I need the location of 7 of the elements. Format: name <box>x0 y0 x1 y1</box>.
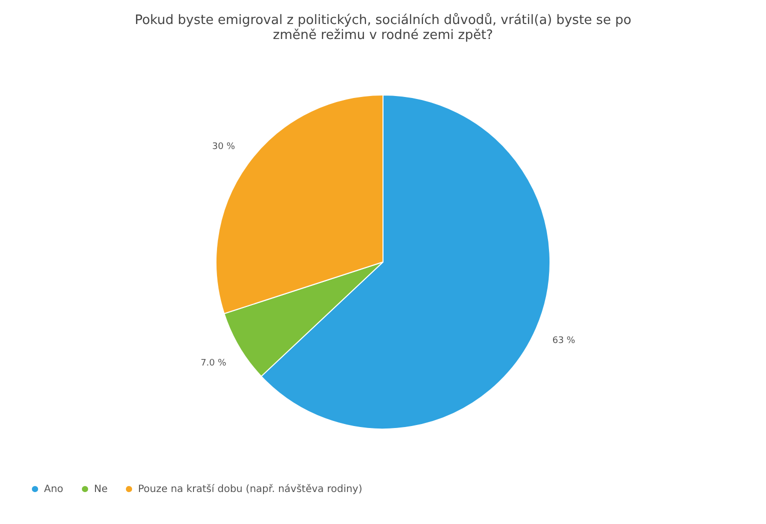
chart-title: Pokud byste emigroval z politických, sociálních důvodů, vrátil(a) byste se po změně režimu v rodné zemi zpět? <box>134 12 632 43</box>
legend-label: Ano <box>44 484 64 496</box>
legend-label: Ne <box>94 484 108 496</box>
data-label: 7.0 % <box>200 358 227 368</box>
legend-label: Pouze na kratší dobu (např. návštěva rodiny) <box>138 484 362 496</box>
data-label: 63 % <box>552 336 576 346</box>
data-label: 30 % <box>212 142 236 152</box>
